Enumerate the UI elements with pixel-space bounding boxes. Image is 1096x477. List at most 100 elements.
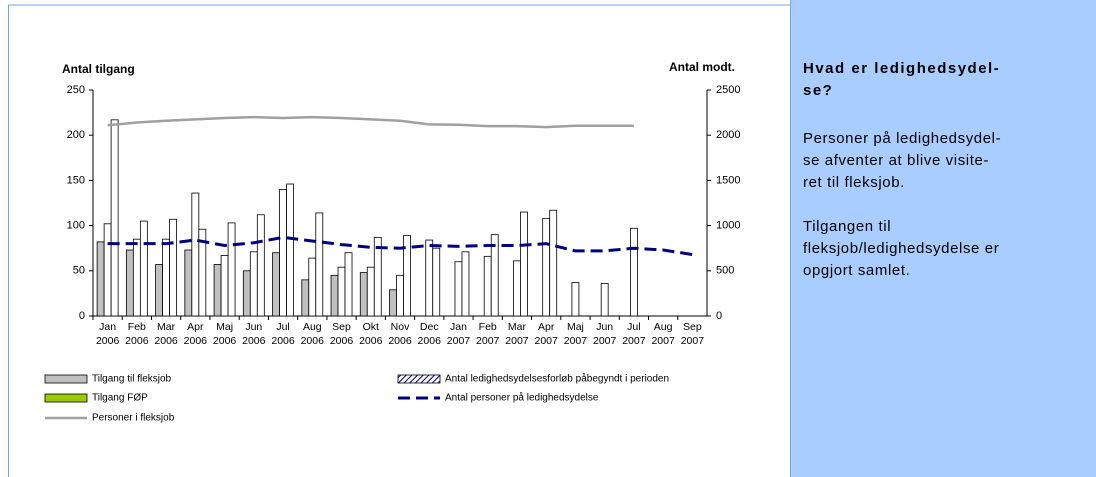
x-tick-label: 2006 — [125, 335, 149, 347]
bar — [110, 119, 119, 317]
legend-label: Tilgang FØP — [92, 393, 148, 404]
x-tick-label: Feb — [479, 321, 497, 333]
bar — [315, 212, 324, 317]
y2-tick-label: 2500 — [716, 84, 740, 96]
bar — [373, 236, 382, 317]
panel-heading: Hvad er ledighedsydel-se? — [803, 58, 1086, 102]
bar — [359, 272, 368, 317]
bar — [256, 214, 265, 317]
x-tick-label: Mar — [157, 321, 176, 333]
line-series — [107, 115, 634, 129]
bar — [242, 270, 251, 317]
x-tick-label: Jun — [245, 321, 262, 333]
x-tick-label: 2007 — [622, 335, 646, 347]
y2-tick-label: 1000 — [716, 220, 740, 232]
x-tick-label: Jul — [627, 321, 640, 333]
bar — [308, 257, 317, 317]
bar — [272, 252, 280, 317]
bar — [198, 228, 207, 317]
bar — [520, 211, 528, 317]
bar — [571, 282, 580, 317]
x-tick-label: 2006 — [418, 335, 442, 347]
x-tick-label: Sep — [683, 321, 702, 333]
y-tick-label: 150 — [67, 174, 85, 186]
x-tick-label: 2006 — [154, 335, 178, 347]
y2-axis-title: Antal modt. — [669, 60, 735, 74]
legend-label: Antal ledighedsydelsesforløb påbegyndt i… — [445, 373, 669, 385]
x-tick-label: Apr — [187, 321, 204, 333]
x-tick-label: 2007 — [535, 335, 559, 347]
y-tick-label: 250 — [67, 84, 85, 96]
x-tick-label: 2006 — [301, 335, 325, 347]
bar — [125, 249, 134, 317]
x-tick-label: 2007 — [681, 335, 705, 347]
bar — [301, 279, 310, 317]
bar — [396, 274, 404, 317]
x-tick-label: Aug — [654, 321, 673, 333]
bar — [249, 251, 258, 317]
bar — [454, 261, 463, 317]
y-tick-label: 100 — [67, 220, 85, 232]
x-tick-label: Dec — [420, 321, 439, 333]
paragraph-line: se afventer at blive visite- — [803, 152, 990, 169]
x-tick-label: Maj — [216, 321, 233, 333]
paragraph-line: fleksjob/ledighedsydelse er — [803, 240, 1000, 257]
x-tick-label: Nov — [391, 321, 410, 333]
bar — [549, 209, 558, 317]
y-tick-label: 0 — [79, 310, 85, 322]
bar — [96, 241, 105, 317]
y2-tick-label: 1500 — [716, 174, 740, 186]
bar — [139, 220, 148, 317]
bar — [389, 289, 397, 317]
bar — [286, 183, 294, 317]
y2-tick-label: 2000 — [716, 129, 740, 141]
bar — [490, 234, 499, 317]
legend-swatch — [44, 374, 88, 384]
x-tick-label: 2007 — [651, 335, 675, 347]
x-tick-label: Mar — [508, 321, 527, 333]
bar — [191, 192, 200, 317]
bar — [103, 223, 112, 317]
x-tick-label: 2006 — [388, 335, 412, 347]
x-tick-label: Jan — [99, 321, 116, 333]
paragraph-line: Tilgangen til — [803, 218, 892, 235]
bar — [155, 264, 163, 317]
x-tick-label: 2007 — [447, 335, 471, 347]
bar — [330, 274, 339, 317]
bar — [279, 189, 287, 317]
x-tick-label: Sep — [332, 321, 351, 333]
bar — [344, 252, 353, 317]
x-tick-label: 2006 — [213, 335, 237, 347]
line-series — [107, 235, 693, 257]
y2-tick-label: 0 — [716, 310, 722, 322]
info-panel: Hvad er ledighedsydel-se? Personer på led… — [790, 0, 1096, 477]
chart: Antal tilgang Antal modt. 0 50 100 150 200 25… — [8, 4, 790, 477]
paragraph-line: ret til fleksjob. — [803, 174, 905, 191]
bar — [461, 251, 470, 317]
bar — [366, 266, 375, 317]
panel-paragraph: Personer på ledighedsydel-se afventer at… — [803, 128, 1086, 194]
panel-paragraph: Tilgangen til fleksjob/ledighedsydelse er… — [803, 216, 1086, 282]
x-tick-label: Aug — [303, 321, 322, 333]
bar — [513, 260, 521, 317]
legend-swatch — [397, 374, 441, 384]
x-tick-label: Okt — [363, 321, 379, 333]
y-axis-title: Antal tilgang — [62, 62, 135, 76]
legend-label: Antal personer på ledighedsydelse — [445, 392, 599, 404]
x-tick-label: Jul — [276, 321, 289, 333]
heading-line: se? — [803, 82, 834, 99]
x-tick-label: Jun — [596, 321, 613, 333]
x-tick-label: Jan — [450, 321, 467, 333]
bar — [630, 227, 638, 317]
x-tick-label: 2007 — [564, 335, 588, 347]
x-tick-label: Feb — [128, 321, 146, 333]
x-tick-label: Maj — [567, 321, 584, 333]
bar — [432, 247, 441, 317]
legend-swatch — [44, 393, 88, 403]
bar — [483, 255, 492, 317]
bar — [169, 218, 177, 317]
x-tick-label: Apr — [538, 321, 555, 333]
x-tick-label: 2007 — [505, 335, 529, 347]
x-tick-label: 2006 — [359, 335, 383, 347]
